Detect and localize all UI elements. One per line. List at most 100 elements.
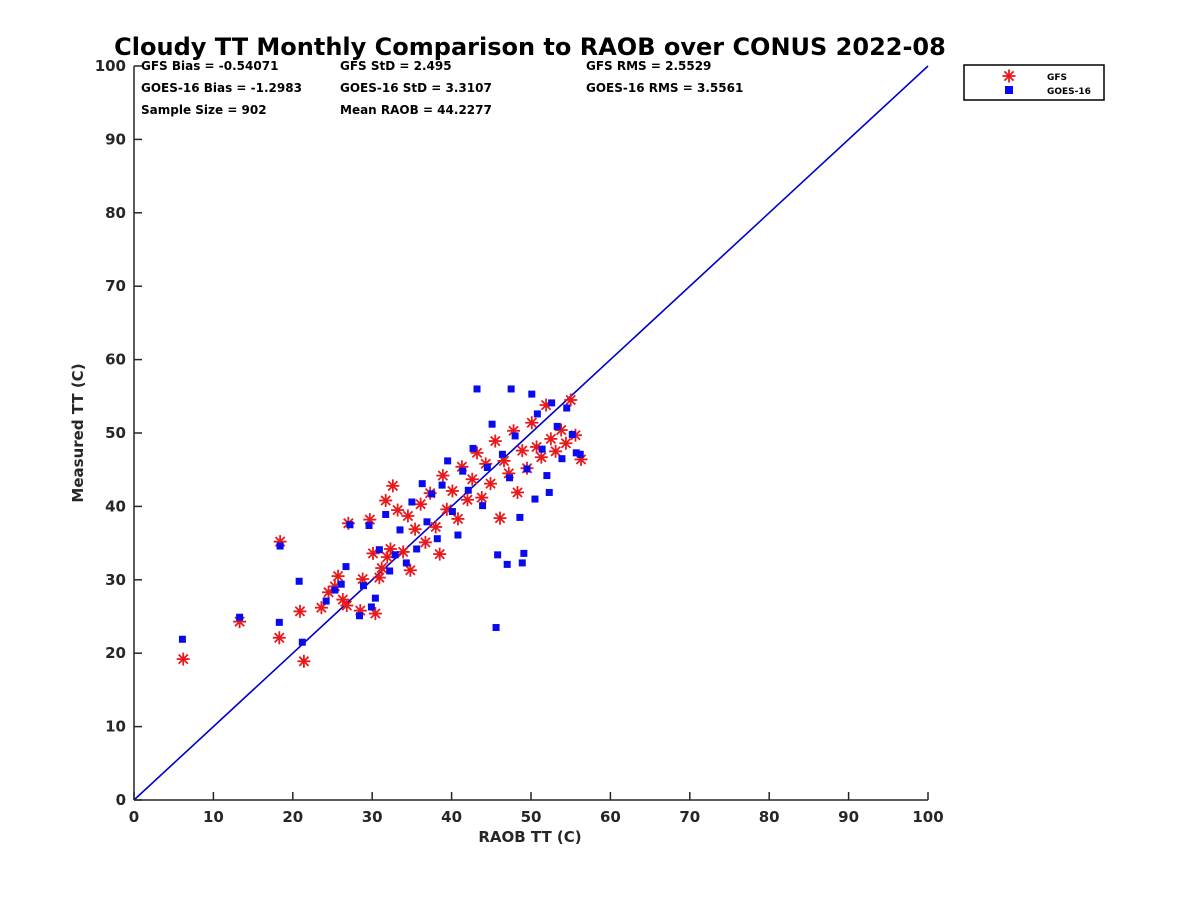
gfs-point <box>488 434 502 448</box>
y-tick-label: 90 <box>105 130 126 148</box>
gfs-point <box>372 571 386 585</box>
goes16-point <box>507 385 515 393</box>
stat-text: GOES-16 StD = 3.3107 <box>340 81 492 95</box>
y-tick-label: 20 <box>105 644 126 662</box>
stat-text: GFS Bias = -0.54071 <box>141 59 278 73</box>
stat-text: GFS RMS = 2.5529 <box>586 59 711 73</box>
goes16-point <box>359 582 367 590</box>
y-tick-label: 30 <box>105 571 126 589</box>
goes16-point <box>382 510 390 518</box>
goes16-point <box>408 498 416 506</box>
goes16-point <box>236 613 244 621</box>
goes16-point <box>298 638 306 646</box>
y-axis: 0 10 20 30 40 50 60 70 80 90 100 <box>95 57 142 809</box>
gfs-point <box>401 509 415 523</box>
gfs-point <box>272 631 286 645</box>
goes16-point <box>528 390 536 398</box>
goes16-point <box>538 445 546 453</box>
goes16-point <box>178 635 186 643</box>
statistics-panel: GFS Bias = -0.54071 GFS StD = 2.495 GFS RM… <box>141 59 743 117</box>
x-tick-label: 60 <box>600 808 621 826</box>
goes16-point <box>464 486 472 494</box>
legend-gfs-asterisk <box>1002 69 1016 83</box>
goes16-point <box>506 474 514 482</box>
y-tick-label: 50 <box>105 424 126 442</box>
gfs-point <box>436 469 450 483</box>
goes16-point <box>386 567 394 575</box>
goes16-point <box>558 455 566 463</box>
stat-text: Mean RAOB = 44.2277 <box>340 103 492 117</box>
gfs-point <box>511 485 525 499</box>
goes16-point <box>418 480 426 488</box>
gfs-point <box>340 598 354 612</box>
goes16-point <box>295 577 303 585</box>
gfs-point <box>176 652 190 666</box>
x-axis: 0 10 20 30 40 50 60 70 80 90 100 <box>129 792 944 826</box>
goes16-point <box>371 594 379 602</box>
goes16-point <box>548 399 556 407</box>
gfs-point <box>549 444 563 458</box>
goes16-point <box>413 545 421 553</box>
goes16-point <box>276 542 284 550</box>
gfs-point <box>445 484 459 498</box>
goes16-point <box>365 521 373 529</box>
legend-goes-label: GOES-16 <box>1047 87 1091 97</box>
series-goes16 <box>178 385 584 646</box>
plot-area <box>133 65 929 801</box>
x-axis-label: RAOB TT (C) <box>478 828 581 846</box>
goes16-point <box>563 404 571 412</box>
x-tick-label: 90 <box>838 808 859 826</box>
y-tick-label: 100 <box>95 57 126 75</box>
gfs-point <box>451 512 465 526</box>
legend-goes-square-icon <box>1005 86 1013 94</box>
goes16-point <box>448 508 456 516</box>
goes16-point <box>473 385 481 393</box>
gfs-point <box>493 511 507 525</box>
gfs-point <box>293 604 307 618</box>
gfs-point <box>368 607 382 621</box>
gfs-point <box>460 493 474 507</box>
y-tick-label: 60 <box>105 351 126 369</box>
x-tick-label: 10 <box>203 808 224 826</box>
goes16-point <box>511 432 519 440</box>
x-tick-label: 50 <box>521 808 542 826</box>
goes16-point <box>543 472 551 480</box>
gfs-point <box>515 444 529 458</box>
y-tick-label: 80 <box>105 204 126 222</box>
gfs-point <box>465 472 479 486</box>
series-gfs <box>176 393 588 668</box>
goes16-point <box>498 450 506 458</box>
gfs-point <box>379 494 393 508</box>
gfs-point <box>314 601 328 615</box>
legend-gfs-asterisk-icon <box>1002 69 1016 83</box>
goes16-point <box>342 563 350 571</box>
x-tick-label: 70 <box>679 808 700 826</box>
goes16-point <box>331 586 339 594</box>
stat-text: GFS StD = 2.495 <box>340 59 452 73</box>
gfs-point <box>564 393 578 407</box>
goes16-point <box>391 551 399 559</box>
y-tick-label: 10 <box>105 718 126 736</box>
gfs-point <box>331 569 345 583</box>
gfs-point <box>386 479 400 493</box>
goes16-point <box>423 518 431 526</box>
goes16-point <box>568 430 576 438</box>
x-tick-label: 30 <box>362 808 383 826</box>
goes16-point <box>469 444 477 452</box>
gfs-point <box>433 547 447 561</box>
stat-text: Sample Size = 902 <box>141 103 267 117</box>
goes16-point <box>367 603 375 611</box>
goes16-point <box>503 560 511 568</box>
goes16-point <box>518 559 526 567</box>
goes16-point <box>454 531 462 539</box>
goes16-point <box>444 457 452 465</box>
gfs-point <box>414 497 428 511</box>
gfs-point <box>534 450 548 464</box>
gfs-point <box>297 654 311 668</box>
gfs-point <box>484 477 498 491</box>
goes16-point <box>531 495 539 503</box>
x-tick-label: 100 <box>912 808 943 826</box>
goes16-point <box>479 502 487 510</box>
goes16-point <box>533 410 541 418</box>
goes16-point <box>322 597 330 605</box>
